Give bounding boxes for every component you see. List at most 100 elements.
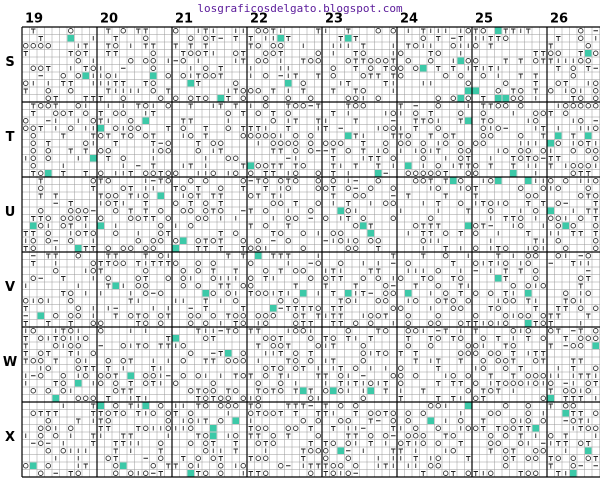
ring-symbol xyxy=(263,455,269,461)
ring-symbol xyxy=(300,418,306,424)
ring-symbol xyxy=(165,103,171,109)
ring-symbol xyxy=(113,388,119,394)
ring-symbol xyxy=(435,95,441,101)
ring-symbol xyxy=(488,433,494,439)
ring-symbol xyxy=(398,140,404,146)
ring-symbol xyxy=(188,95,194,101)
highlight-cell xyxy=(30,222,37,229)
ring-symbol xyxy=(165,148,171,154)
highlight-cell xyxy=(345,290,352,297)
ring-symbol xyxy=(270,440,276,446)
ring-symbol xyxy=(503,103,509,109)
ring-symbol xyxy=(90,350,96,356)
ring-symbol xyxy=(368,185,374,191)
ring-symbol xyxy=(458,418,464,424)
ring-symbol xyxy=(128,215,134,221)
ring-symbol xyxy=(420,155,426,161)
ring-symbol xyxy=(503,380,509,386)
ring-symbol xyxy=(30,245,36,251)
major-grid xyxy=(21,26,600,478)
ring-symbol xyxy=(435,313,441,319)
ring-symbol xyxy=(465,58,471,64)
highlight-cell xyxy=(45,170,52,177)
ring-symbol xyxy=(578,95,584,101)
ring-symbol xyxy=(533,193,539,199)
ring-symbol xyxy=(488,208,494,214)
ring-symbol xyxy=(525,260,531,266)
ring-symbol xyxy=(473,380,479,386)
ring-symbol xyxy=(593,245,599,251)
ring-symbol xyxy=(113,230,119,236)
ring-symbol xyxy=(510,328,516,334)
ring-symbol xyxy=(255,440,261,446)
ring-symbol xyxy=(188,133,194,139)
ring-symbol xyxy=(263,223,269,229)
ring-symbol xyxy=(255,238,261,244)
ring-symbol xyxy=(45,95,51,101)
ring-symbol xyxy=(473,163,479,169)
ring-symbol xyxy=(263,208,269,214)
ring-symbol xyxy=(285,95,291,101)
ring-symbol xyxy=(353,223,359,229)
ring-symbol xyxy=(150,463,156,469)
ring-symbol xyxy=(218,185,224,191)
ring-symbol xyxy=(503,80,509,86)
ring-symbol xyxy=(518,133,524,139)
ring-symbol xyxy=(368,410,374,416)
highlight-cell xyxy=(592,342,599,349)
page-title: losgraficosdelgato.blogspot.com xyxy=(197,2,403,15)
ring-symbol xyxy=(218,140,224,146)
ring-symbol xyxy=(180,343,186,349)
highlight-cell xyxy=(367,387,374,394)
ring-symbol xyxy=(375,298,381,304)
ring-symbol xyxy=(60,73,66,79)
ring-symbol xyxy=(218,395,224,401)
ring-symbol xyxy=(413,298,419,304)
ring-symbol xyxy=(300,103,306,109)
column-label: 23 xyxy=(325,12,343,27)
highlight-cell xyxy=(75,245,82,252)
ring-symbol xyxy=(75,50,81,56)
ring-symbol xyxy=(143,245,149,251)
ring-symbol xyxy=(285,140,291,146)
ring-symbol xyxy=(435,335,441,341)
ring-symbol xyxy=(495,350,501,356)
ring-symbol xyxy=(60,215,66,221)
ring-symbol xyxy=(315,260,321,266)
ring-symbol xyxy=(330,178,336,184)
ring-symbol xyxy=(405,313,411,319)
ring-symbol xyxy=(518,148,524,154)
ring-symbol xyxy=(593,410,599,416)
ring-symbol xyxy=(158,320,164,326)
ring-symbol xyxy=(143,320,149,326)
ring-symbol xyxy=(188,50,194,56)
ring-symbol xyxy=(173,28,179,34)
ring-symbol xyxy=(278,178,284,184)
ring-symbol xyxy=(263,425,269,431)
ring-symbol xyxy=(248,133,254,139)
ring-symbol xyxy=(533,110,539,116)
ring-symbol xyxy=(375,178,381,184)
ring-symbol xyxy=(338,238,344,244)
ring-symbol xyxy=(420,440,426,446)
ring-symbol xyxy=(323,185,329,191)
ring-symbol xyxy=(413,433,419,439)
ring-symbol xyxy=(398,373,404,379)
ring-symbol xyxy=(210,170,216,176)
ring-symbol xyxy=(240,313,246,319)
ring-symbol xyxy=(308,148,314,154)
ring-symbol xyxy=(113,380,119,386)
ring-symbol xyxy=(593,95,599,101)
ring-symbol xyxy=(585,388,591,394)
ring-symbol xyxy=(323,388,329,394)
highlight-cell xyxy=(142,117,149,124)
ring-symbol xyxy=(345,470,351,476)
ring-symbol xyxy=(480,335,486,341)
highlight-cell xyxy=(585,132,592,139)
ring-symbol xyxy=(203,215,209,221)
ring-symbol xyxy=(473,230,479,236)
ring-symbol xyxy=(225,155,231,161)
ring-symbol xyxy=(83,110,89,116)
ring-symbol xyxy=(578,58,584,64)
ring-symbol xyxy=(443,140,449,146)
